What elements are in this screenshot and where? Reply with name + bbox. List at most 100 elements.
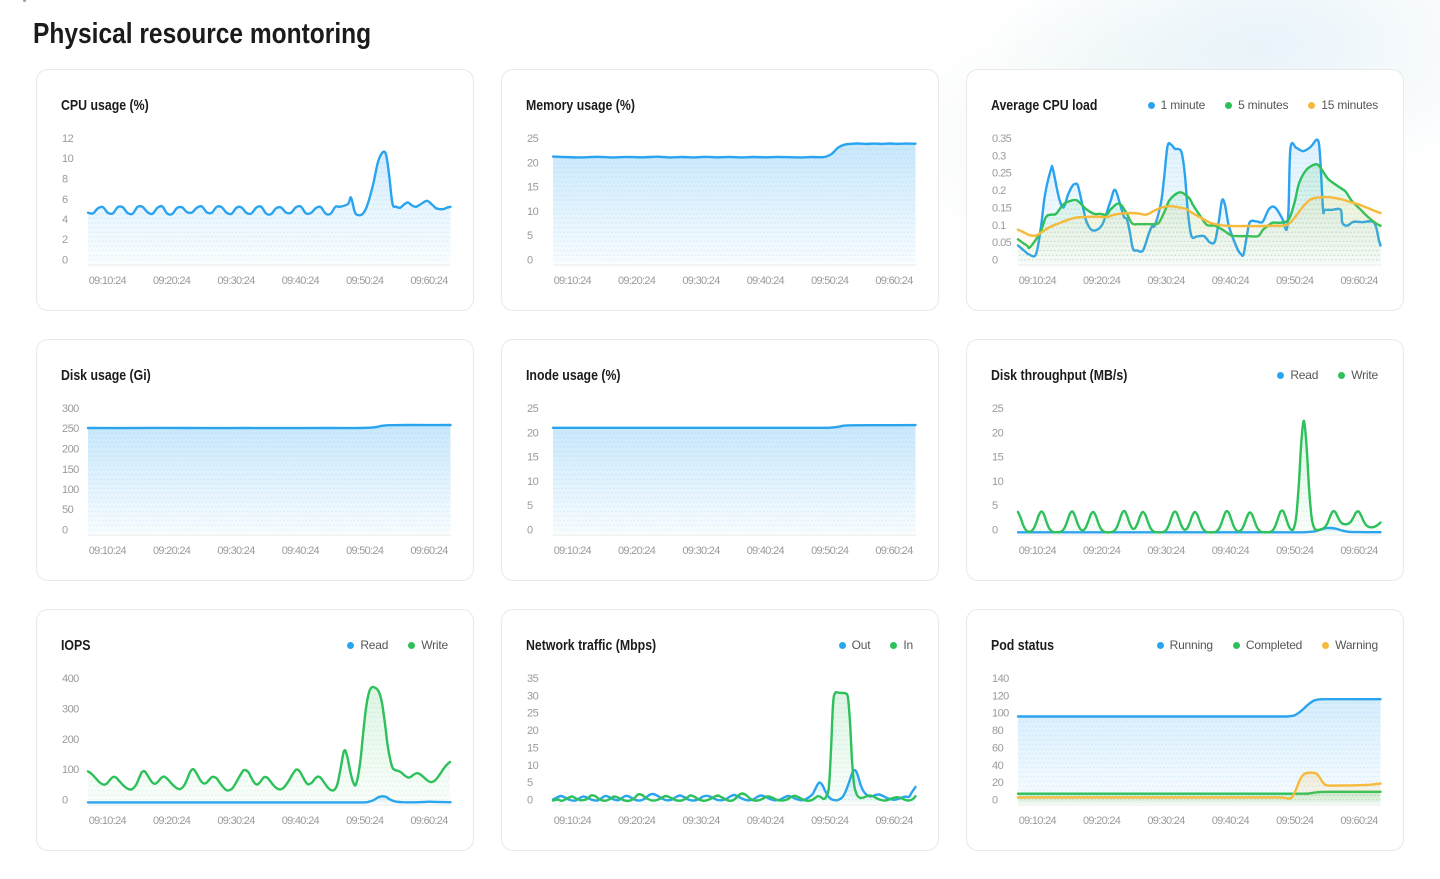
svg-text:6: 6 — [62, 194, 68, 206]
svg-text:09:20:24: 09:20:24 — [153, 275, 191, 287]
svg-text:09:10:24: 09:10:24 — [89, 815, 127, 827]
svg-text:09:50:24: 09:50:24 — [1276, 815, 1314, 827]
svg-text:0.35: 0.35 — [992, 133, 1012, 145]
svg-text:09:30:24: 09:30:24 — [682, 545, 720, 557]
svg-text:09:40:24: 09:40:24 — [1212, 815, 1250, 827]
svg-text:20: 20 — [527, 427, 539, 439]
svg-text:09:20:24: 09:20:24 — [153, 545, 191, 557]
svg-text:09:20:24: 09:20:24 — [1083, 815, 1121, 827]
svg-text:30: 30 — [527, 690, 539, 702]
svg-text:120: 120 — [992, 690, 1009, 702]
svg-text:09:30:24: 09:30:24 — [217, 545, 255, 557]
svg-text:09:10:24: 09:10:24 — [554, 545, 592, 557]
svg-text:0.1: 0.1 — [992, 220, 1006, 232]
svg-text:12: 12 — [62, 133, 74, 145]
svg-text:5: 5 — [527, 500, 533, 512]
svg-text:200: 200 — [62, 734, 79, 746]
svg-text:0: 0 — [992, 255, 998, 267]
svg-text:25: 25 — [527, 403, 539, 415]
svg-text:2: 2 — [62, 234, 68, 246]
svg-text:40: 40 — [992, 760, 1004, 772]
svg-text:20: 20 — [527, 725, 539, 737]
svg-text:09:40:24: 09:40:24 — [282, 545, 320, 557]
svg-text:09:60:24: 09:60:24 — [1340, 815, 1378, 827]
svg-text:09:40:24: 09:40:24 — [1212, 275, 1250, 287]
svg-text:20: 20 — [527, 157, 539, 169]
svg-text:09:50:24: 09:50:24 — [346, 815, 384, 827]
svg-text:0: 0 — [62, 525, 68, 537]
svg-text:0: 0 — [527, 255, 533, 267]
svg-text:09:50:24: 09:50:24 — [1276, 545, 1314, 557]
svg-text:100: 100 — [992, 708, 1009, 720]
svg-text:0: 0 — [527, 795, 533, 807]
svg-text:0.2: 0.2 — [992, 185, 1006, 197]
svg-text:140: 140 — [992, 673, 1009, 685]
svg-text:10: 10 — [527, 760, 539, 772]
svg-text:0.15: 0.15 — [992, 202, 1012, 214]
svg-text:300: 300 — [62, 703, 79, 715]
svg-text:09:20:24: 09:20:24 — [618, 815, 656, 827]
svg-text:09:50:24: 09:50:24 — [346, 275, 384, 287]
svg-text:09:30:24: 09:30:24 — [217, 275, 255, 287]
svg-text:09:60:24: 09:60:24 — [875, 545, 913, 557]
svg-text:09:60:24: 09:60:24 — [875, 815, 913, 827]
svg-text:09:10:24: 09:10:24 — [1019, 815, 1057, 827]
svg-text:300: 300 — [62, 403, 79, 415]
svg-text:09:50:24: 09:50:24 — [811, 275, 849, 287]
svg-text:5: 5 — [527, 777, 533, 789]
svg-text:09:30:24: 09:30:24 — [217, 815, 255, 827]
svg-text:09:10:24: 09:10:24 — [554, 815, 592, 827]
svg-text:10: 10 — [62, 153, 74, 165]
svg-text:09:50:24: 09:50:24 — [811, 815, 849, 827]
svg-text:09:40:24: 09:40:24 — [1212, 545, 1250, 557]
svg-text:15: 15 — [527, 182, 539, 194]
svg-text:10: 10 — [992, 476, 1004, 488]
svg-text:0: 0 — [62, 255, 68, 267]
svg-text:50: 50 — [62, 504, 74, 516]
svg-text:09:20:24: 09:20:24 — [618, 275, 656, 287]
svg-text:09:60:24: 09:60:24 — [1340, 545, 1378, 557]
svg-text:09:10:24: 09:10:24 — [1019, 545, 1057, 557]
svg-text:09:20:24: 09:20:24 — [153, 815, 191, 827]
svg-text:0: 0 — [992, 795, 998, 807]
svg-text:10: 10 — [527, 476, 539, 488]
svg-text:09:40:24: 09:40:24 — [747, 545, 785, 557]
svg-text:09:10:24: 09:10:24 — [554, 275, 592, 287]
svg-text:09:60:24: 09:60:24 — [410, 275, 448, 287]
svg-text:80: 80 — [992, 725, 1004, 737]
svg-text:25: 25 — [992, 403, 1004, 415]
svg-text:09:50:24: 09:50:24 — [346, 545, 384, 557]
svg-text:20: 20 — [992, 777, 1004, 789]
svg-text:09:60:24: 09:60:24 — [410, 545, 448, 557]
svg-text:09:20:24: 09:20:24 — [618, 545, 656, 557]
svg-text:5: 5 — [992, 500, 998, 512]
svg-text:09:30:24: 09:30:24 — [682, 275, 720, 287]
svg-text:8: 8 — [62, 174, 68, 186]
svg-text:250: 250 — [62, 423, 79, 435]
svg-text:09:60:24: 09:60:24 — [1340, 275, 1378, 287]
svg-text:0.05: 0.05 — [992, 237, 1012, 249]
svg-text:15: 15 — [527, 742, 539, 754]
svg-text:100: 100 — [62, 484, 79, 496]
svg-text:25: 25 — [527, 133, 539, 145]
svg-text:09:50:24: 09:50:24 — [811, 545, 849, 557]
svg-text:400: 400 — [62, 673, 79, 685]
svg-text:10: 10 — [527, 206, 539, 218]
svg-text:09:40:24: 09:40:24 — [282, 815, 320, 827]
svg-text:200: 200 — [62, 444, 79, 456]
svg-text:0.25: 0.25 — [992, 168, 1012, 180]
svg-text:09:40:24: 09:40:24 — [282, 275, 320, 287]
svg-text:0: 0 — [62, 795, 68, 807]
svg-text:09:30:24: 09:30:24 — [1147, 275, 1185, 287]
svg-text:09:30:24: 09:30:24 — [1147, 815, 1185, 827]
svg-text:09:50:24: 09:50:24 — [1276, 275, 1314, 287]
svg-text:09:60:24: 09:60:24 — [875, 275, 913, 287]
svg-text:25: 25 — [527, 708, 539, 720]
svg-text:09:20:24: 09:20:24 — [1083, 545, 1121, 557]
svg-text:09:40:24: 09:40:24 — [747, 275, 785, 287]
svg-text:60: 60 — [992, 742, 1004, 754]
svg-text:09:30:24: 09:30:24 — [682, 815, 720, 827]
svg-text:15: 15 — [992, 452, 1004, 464]
svg-text:0.3: 0.3 — [992, 150, 1006, 162]
svg-text:09:10:24: 09:10:24 — [89, 275, 127, 287]
